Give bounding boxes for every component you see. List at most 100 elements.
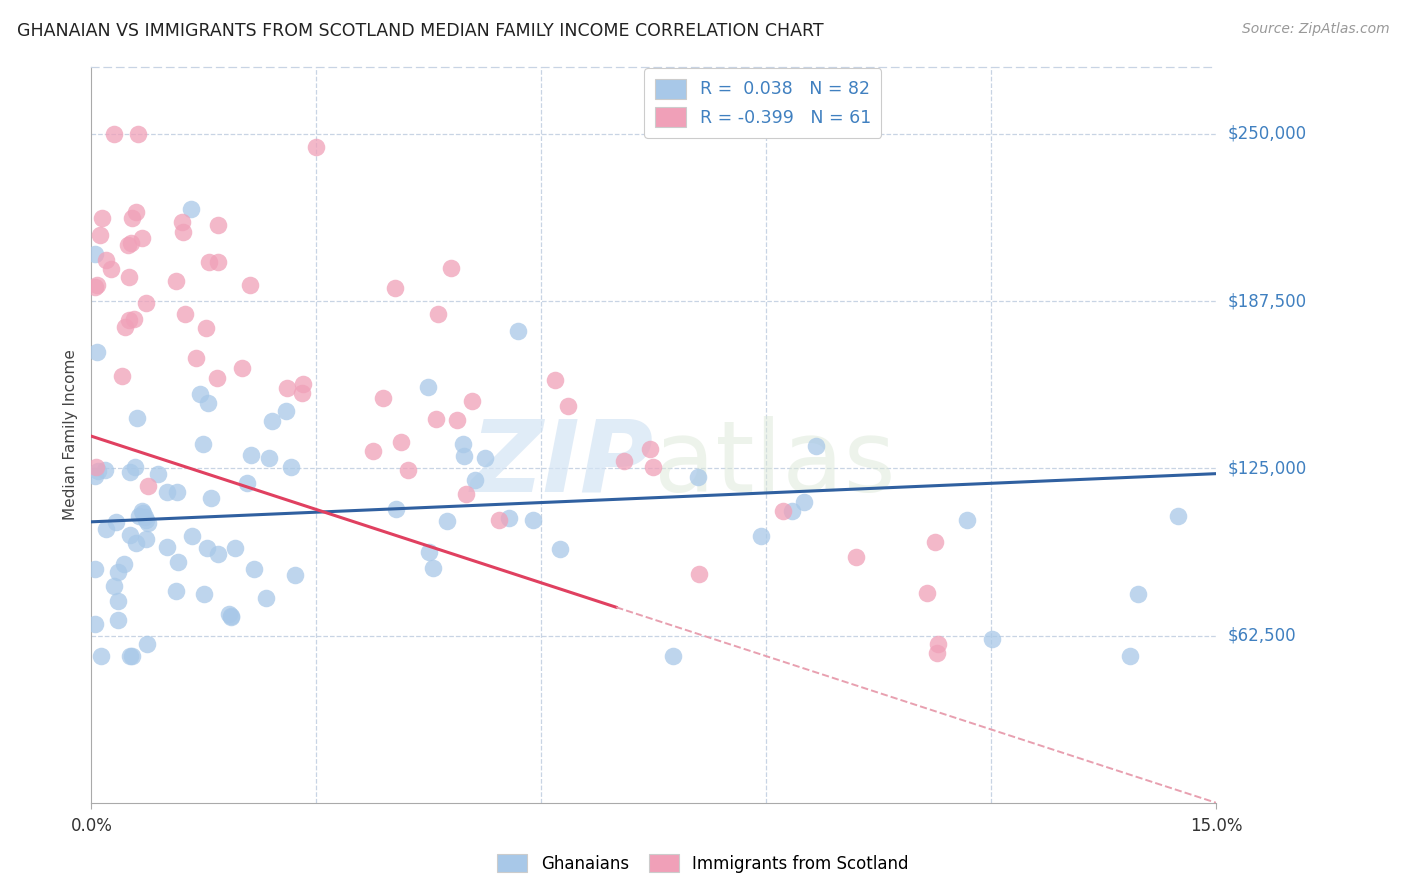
Point: [427, 307, 450, 321]
Point: [772, 504, 794, 518]
Point: [134, 510, 156, 524]
Point: [156, 485, 179, 500]
Point: [172, 225, 194, 239]
Point: [84, 617, 107, 632]
Point: [94, 463, 117, 477]
Point: [498, 511, 520, 525]
Point: [103, 127, 125, 141]
Point: [384, 281, 406, 295]
Point: [613, 454, 636, 468]
Point: [84, 562, 107, 576]
Point: [165, 274, 187, 288]
Point: [418, 545, 440, 559]
Point: [165, 584, 187, 599]
Point: [131, 230, 153, 244]
Point: [688, 567, 710, 582]
Point: [461, 394, 484, 409]
Point: [172, 215, 194, 229]
Point: [131, 504, 153, 518]
Point: [274, 403, 297, 417]
Point: [184, 351, 207, 365]
Point: [292, 377, 315, 392]
Point: [118, 648, 141, 663]
Point: [207, 254, 229, 268]
Point: [284, 568, 307, 582]
Point: [118, 527, 141, 541]
Point: [112, 557, 135, 571]
Point: [188, 386, 211, 401]
Point: [522, 513, 544, 527]
Point: [280, 460, 302, 475]
Y-axis label: Median Family Income: Median Family Income: [62, 350, 77, 520]
Point: [451, 437, 474, 451]
Point: [125, 410, 148, 425]
Point: [191, 437, 214, 451]
Point: [453, 450, 475, 464]
Point: [84, 247, 107, 261]
Point: [121, 648, 143, 663]
Point: [291, 386, 314, 401]
Point: [1167, 508, 1189, 523]
Point: [207, 547, 229, 561]
Point: [124, 311, 146, 326]
Point: [231, 361, 253, 376]
Point: [135, 532, 157, 546]
Point: [180, 202, 202, 216]
Point: [124, 205, 146, 219]
Point: [148, 467, 170, 482]
Text: $187,500: $187,500: [1227, 292, 1306, 310]
Point: [195, 321, 218, 335]
Point: [127, 127, 149, 141]
Point: [446, 413, 468, 427]
Point: [662, 648, 685, 663]
Point: [396, 463, 419, 477]
Point: [117, 237, 139, 252]
Point: [103, 580, 125, 594]
Point: [118, 312, 141, 326]
Point: [94, 522, 117, 536]
Point: [254, 591, 277, 605]
Point: [224, 541, 246, 556]
Point: [90, 648, 112, 663]
Text: ZIP: ZIP: [471, 416, 654, 513]
Point: [135, 514, 157, 528]
Text: $125,000: $125,000: [1227, 459, 1306, 477]
Point: [135, 295, 157, 310]
Point: [436, 514, 458, 528]
Point: [389, 434, 412, 449]
Point: [219, 610, 242, 624]
Point: [550, 542, 572, 557]
Point: [121, 211, 143, 226]
Point: [422, 561, 444, 575]
Point: [425, 412, 447, 426]
Point: [166, 485, 188, 500]
Point: [205, 371, 228, 385]
Point: [114, 320, 136, 334]
Point: [136, 478, 159, 492]
Point: [105, 515, 128, 529]
Point: [111, 368, 134, 383]
Point: [124, 460, 146, 475]
Text: atlas: atlas: [654, 416, 896, 513]
Point: [915, 585, 938, 599]
Point: [1126, 587, 1149, 601]
Point: [107, 594, 129, 608]
Point: [193, 587, 215, 601]
Point: [84, 279, 107, 293]
Point: [118, 269, 141, 284]
Point: [100, 262, 122, 277]
Point: [200, 491, 222, 505]
Point: [195, 541, 218, 555]
Point: [86, 278, 108, 293]
Text: GHANAIAN VS IMMIGRANTS FROM SCOTLAND MEDIAN FAMILY INCOME CORRELATION CHART: GHANAIAN VS IMMIGRANTS FROM SCOTLAND MED…: [17, 22, 824, 40]
Point: [207, 219, 229, 233]
Point: [464, 473, 486, 487]
Point: [638, 442, 661, 456]
Point: [174, 308, 197, 322]
Point: [544, 373, 567, 387]
Point: [236, 476, 259, 491]
Point: [508, 324, 530, 338]
Point: [239, 277, 262, 292]
Point: [418, 379, 440, 393]
Point: [197, 396, 219, 410]
